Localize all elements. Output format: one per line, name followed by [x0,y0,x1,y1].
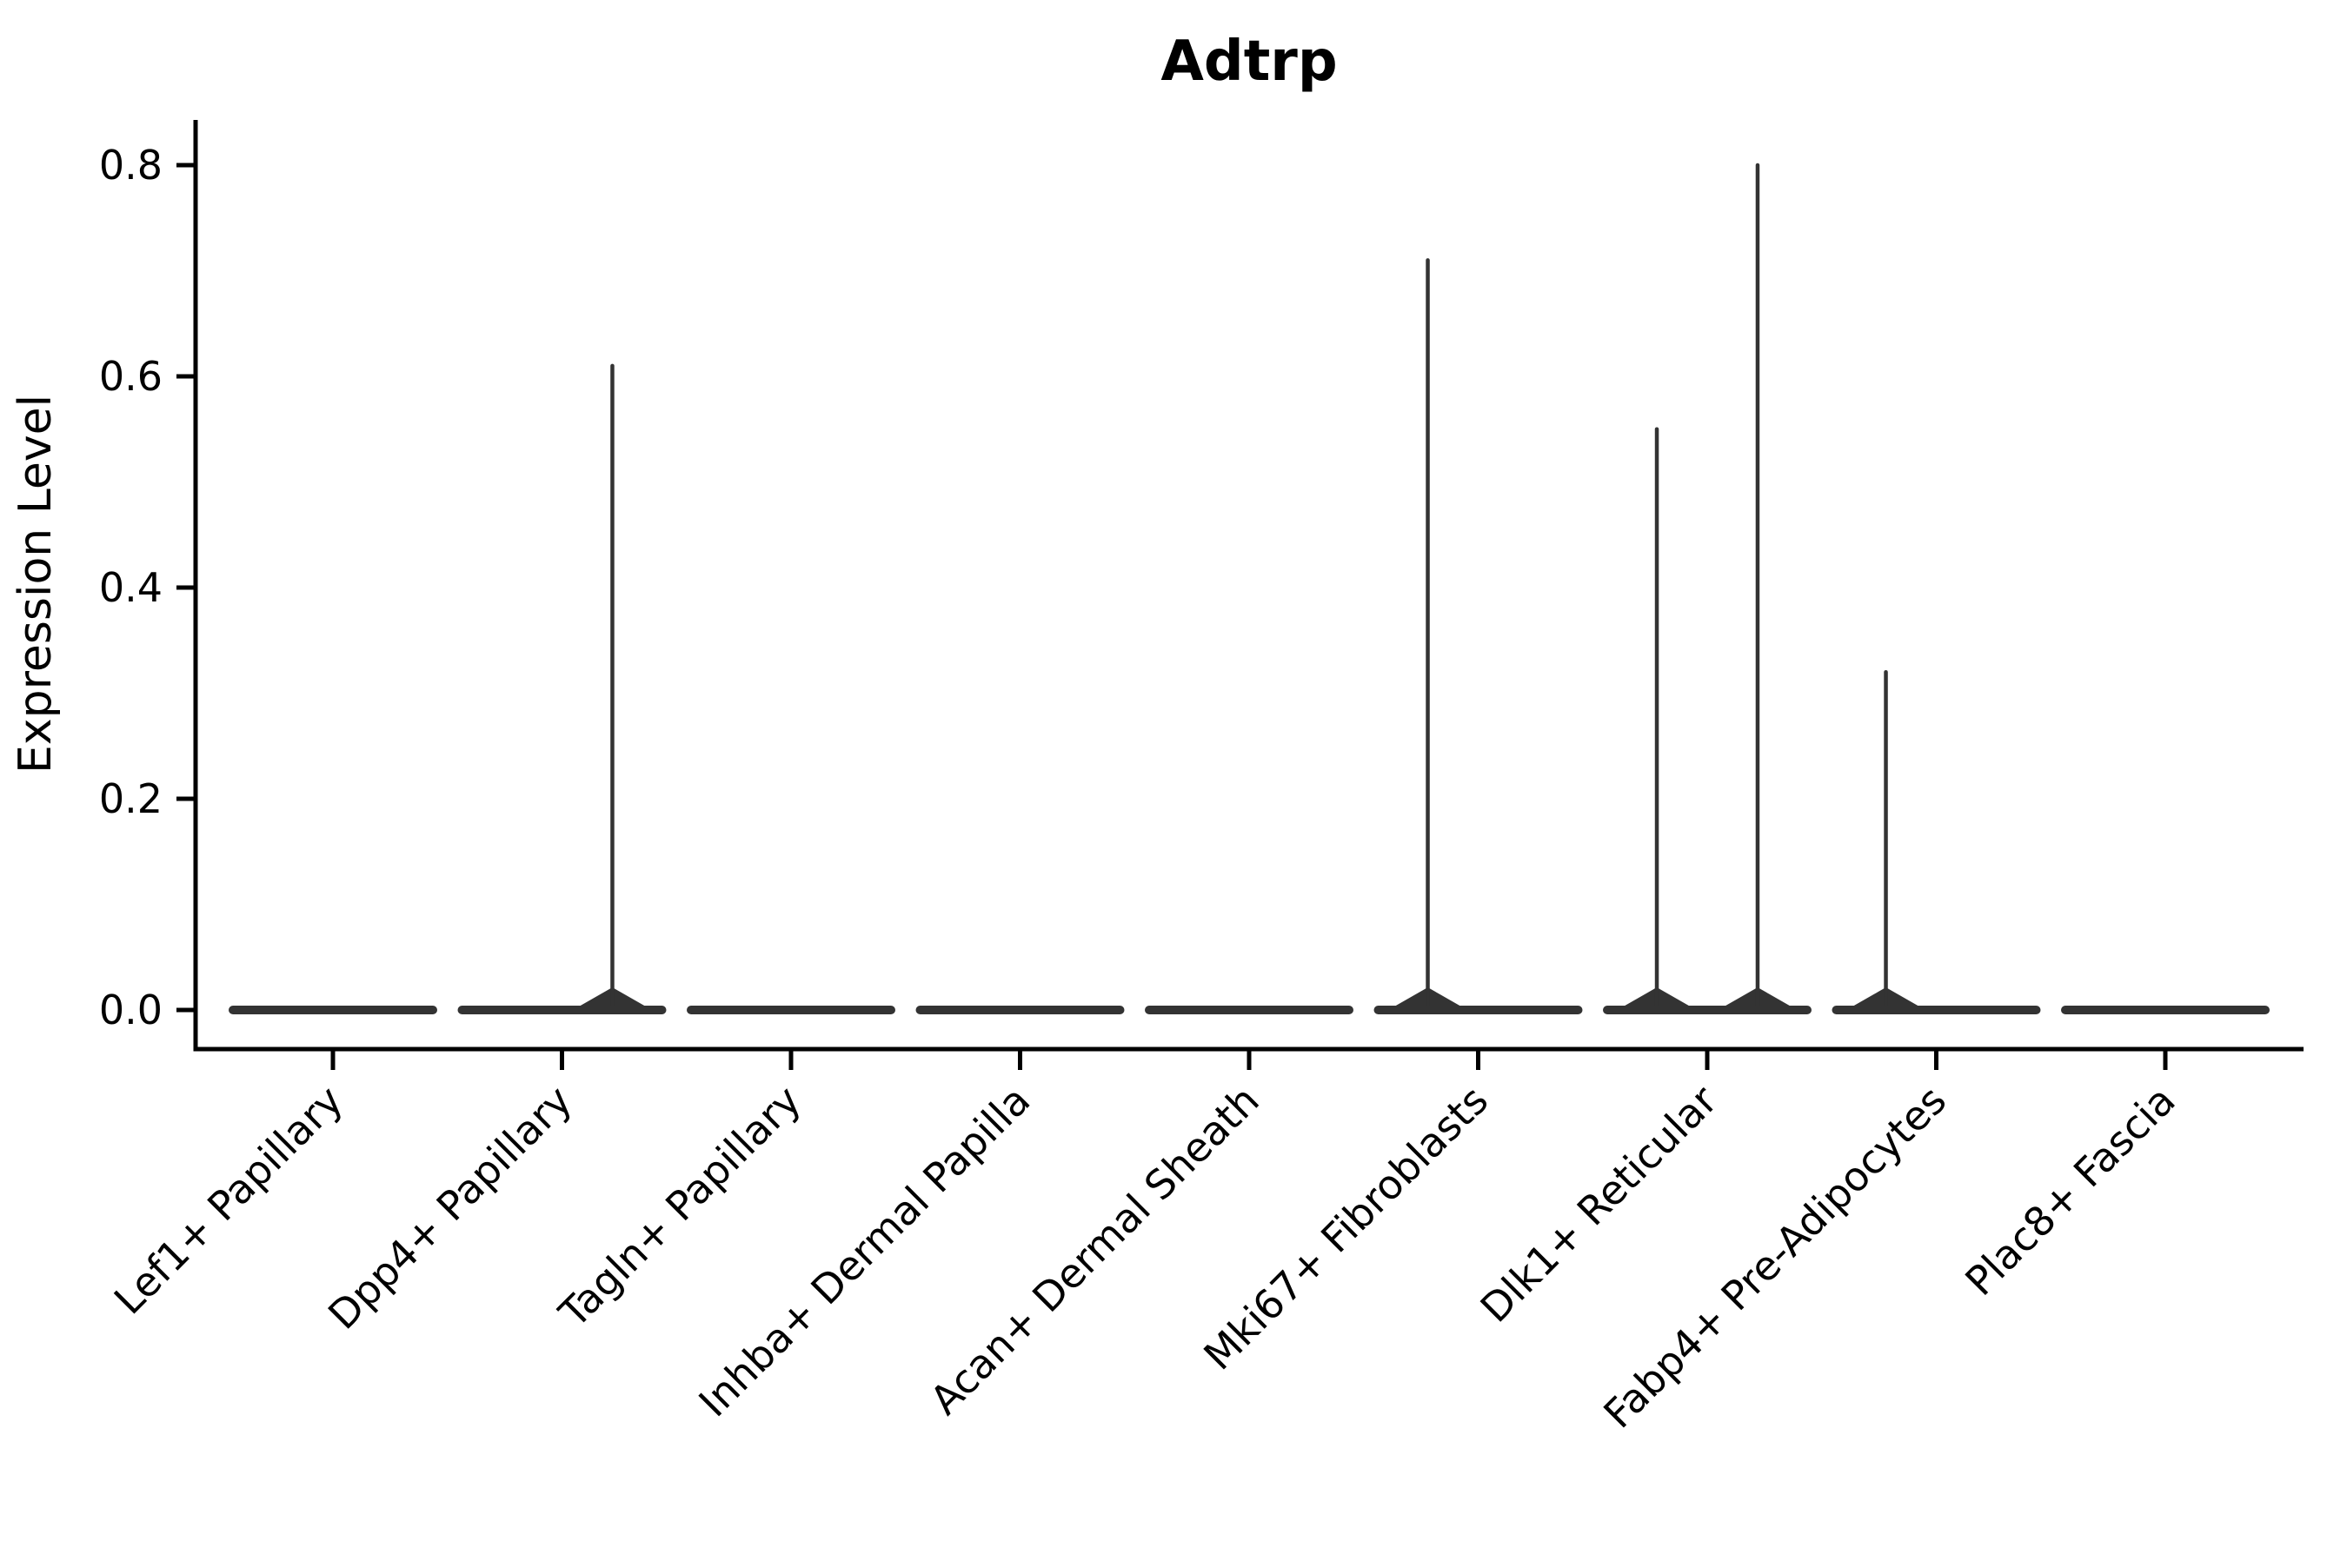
y-tick-label: 0.0 [99,987,163,1033]
chart-title: Adtrp [1160,30,1337,94]
x-tick-label: Plac8+ Fascia [1956,1077,2184,1305]
x-tick-label: Dpp4+ Papillary [319,1077,581,1339]
y-tick-label: 0.4 [99,564,163,611]
x-tick-label: Tagln+ Papillary [549,1077,810,1338]
x-tick-label: Lef1+ Papillary [105,1077,352,1324]
y-tick-label: 0.8 [99,142,163,189]
axes-spines [193,120,2304,1052]
y-tick-label: 0.2 [99,775,163,822]
y-tick-label: 0.6 [99,353,163,400]
x-tick-label: Dlk1+ Reticular [1472,1077,1726,1332]
y-axis-label: Expression Level [10,395,62,774]
